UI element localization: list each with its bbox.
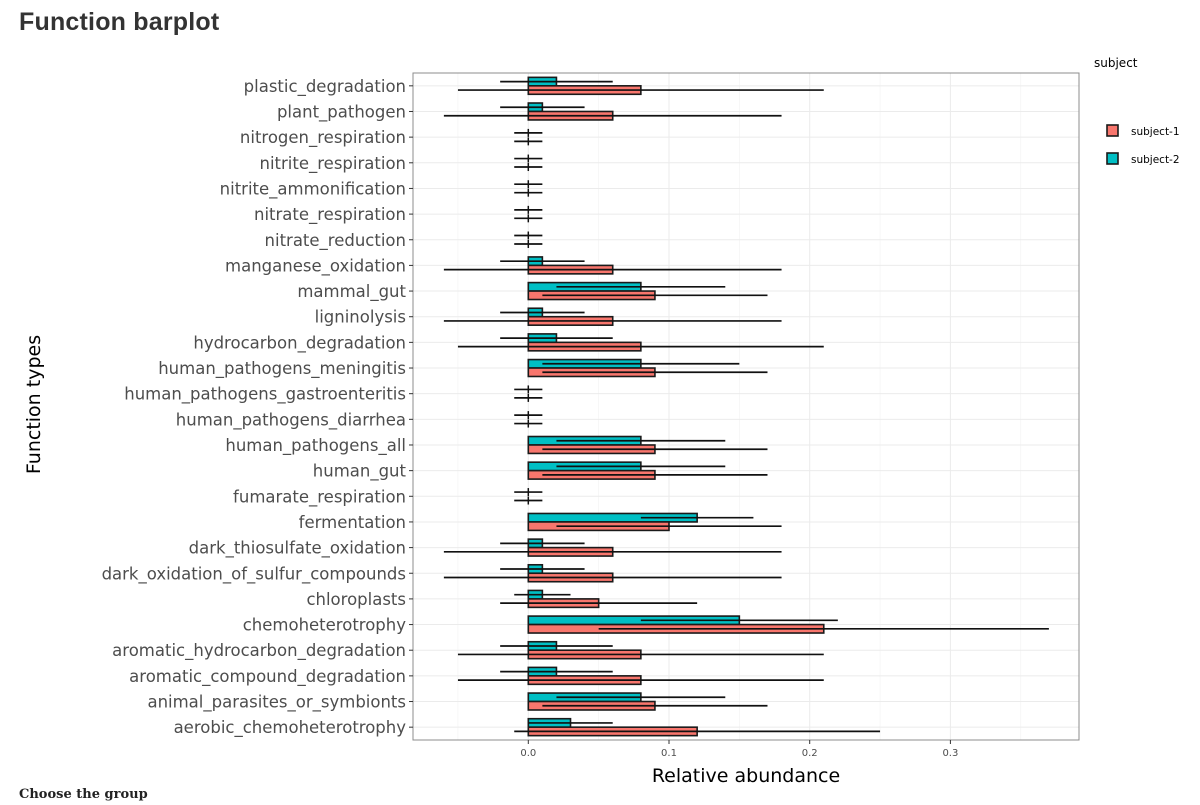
y-tick-label: manganese_oxidation	[225, 256, 406, 276]
y-tick-label: plant_pathogen	[277, 102, 406, 122]
x-tick-label: 0.1	[661, 748, 677, 759]
y-tick-label: human_pathogens_all	[225, 436, 406, 456]
y-tick-label: human_gut	[313, 462, 407, 482]
page-title: Function barplot	[19, 8, 220, 36]
y-tick-label: human_pathogens_diarrhea	[176, 410, 406, 430]
grid-lines	[413, 73, 1079, 740]
x-axis: 0.0 0.1 0.2 0.3	[520, 740, 958, 759]
legend-key-subject-1	[1106, 124, 1119, 137]
error-bars	[443, 80, 1049, 733]
legend-label-subject-1: subject-1	[1131, 126, 1180, 138]
y-tick-label: aromatic_compound_degradation	[129, 667, 406, 687]
y-tick-label: plastic_degradation	[244, 77, 406, 97]
y-tick-label: aromatic_hydrocarbon_degradation	[112, 641, 406, 661]
y-tick-label: nitrogen_respiration	[240, 128, 406, 148]
y-tick-label: mammal_gut	[297, 282, 406, 302]
x-tick-label: 0.0	[520, 748, 536, 759]
y-tick-label: dark_thiosulfate_oxidation	[189, 539, 406, 559]
y-tick-label: human_pathogens_meningitis	[158, 359, 406, 379]
legend: subject subject-1 subject-2	[1094, 56, 1180, 166]
y-tick-label: nitrite_respiration	[260, 154, 406, 174]
y-tick-label: nitrate_reduction	[265, 231, 406, 251]
y-tick-label: aerobic_chemoheterotrophy	[174, 718, 407, 738]
y-tick-label: chemoheterotrophy	[243, 616, 407, 635]
y-tick-label: dark_oxidation_of_sulfur_compounds	[102, 564, 406, 584]
y-tick-label: fumarate_respiration	[233, 487, 406, 507]
y-axis: plastic_degradation plant_pathogennitroge…	[102, 77, 413, 738]
x-axis-title: Relative abundance	[652, 765, 840, 787]
y-axis-title: Function types	[23, 335, 45, 474]
legend-key-subject-2	[1106, 152, 1119, 165]
x-tick-label: 0.3	[942, 748, 958, 759]
bars	[527, 76, 825, 737]
y-tick-label: chloroplasts	[306, 590, 406, 609]
y-tick-label: animal_parasites_or_symbionts	[147, 693, 406, 713]
y-tick-label: nitrate_respiration	[254, 205, 406, 225]
legend-title: subject	[1094, 56, 1138, 70]
choose-group-label: Choose the group	[19, 787, 148, 802]
y-tick-label: human_pathogens_gastroenteritis	[124, 385, 406, 405]
y-tick-label: hydrocarbon_degradation	[193, 333, 406, 353]
legend-label-subject-2: subject-2	[1131, 154, 1180, 166]
y-tick-label: fermentation	[299, 513, 406, 532]
x-tick-label: 0.2	[802, 748, 818, 759]
y-tick-label: nitrite_ammonification	[220, 179, 406, 199]
plot-panel-border	[412, 72, 1080, 741]
y-tick-label: ligninolysis	[315, 308, 406, 327]
